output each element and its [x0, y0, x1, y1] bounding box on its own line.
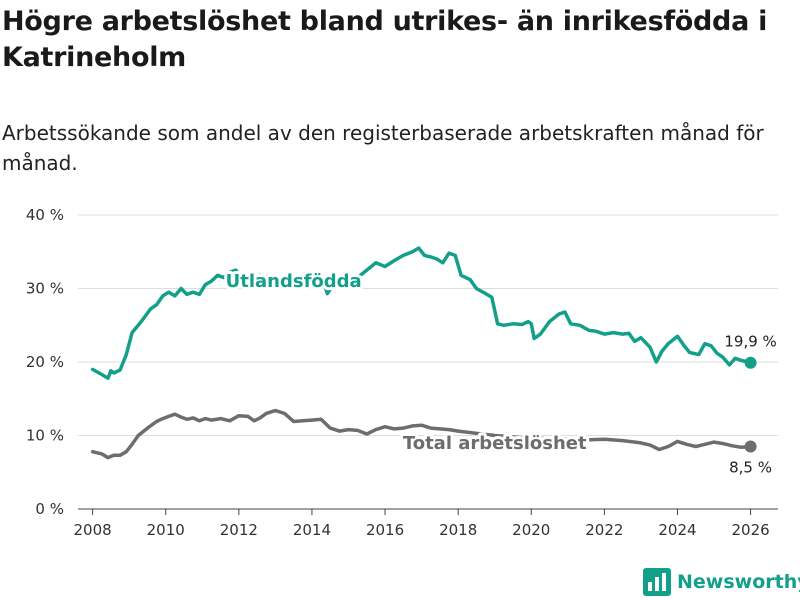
x-tick-label: 2016: [366, 521, 404, 539]
y-tick-label: 20 %: [26, 353, 64, 371]
series-label: Total arbetslöshet: [403, 433, 587, 454]
y-tick-label: 10 %: [26, 427, 64, 445]
brand: Newsworthy: [643, 568, 800, 596]
x-tick-label: 2026: [731, 521, 769, 539]
series-label: Utlandsfödda: [226, 271, 362, 292]
grid-layer: [78, 214, 778, 436]
label-layer: Utlandsfödda 19,9 % Total arbetslöshet 8,5 …: [223, 268, 777, 477]
x-tick-label: 2010: [147, 521, 185, 539]
x-tick-label: 2022: [585, 521, 623, 539]
x-tick-label: 2018: [439, 521, 477, 539]
x-tick-label: 2014: [293, 521, 331, 539]
series-end-point: [744, 356, 757, 369]
x-tick-label: 2020: [512, 521, 550, 539]
y-tick-label: 40 %: [26, 206, 64, 224]
series-layer: [90, 246, 757, 460]
y-tick-label: 30 %: [26, 280, 64, 298]
series-end-point: [744, 440, 757, 453]
series-line: [90, 246, 753, 380]
x-tick-label: 2024: [658, 521, 696, 539]
axis-layer: 0 % 10 % 20 % 30 % 40 % 2008 2010 2012 2014 2016 2…: [26, 206, 778, 539]
end-value-label: 8,5 %: [729, 459, 772, 477]
chart-title: Högre arbetslöshet bland utrikes- än inr…: [2, 6, 768, 73]
series-line: [90, 408, 753, 460]
x-tick-label: 2012: [220, 521, 258, 539]
newsworthy-logo-icon: [643, 568, 671, 596]
brand-name: Newsworthy: [677, 571, 800, 593]
chart-subtitle: Arbetssökande som andel av den registerb…: [2, 121, 764, 175]
x-tick-label: 2008: [74, 521, 112, 539]
end-value-label: 19,9 %: [724, 333, 776, 351]
y-tick-label: 0 %: [35, 500, 64, 518]
